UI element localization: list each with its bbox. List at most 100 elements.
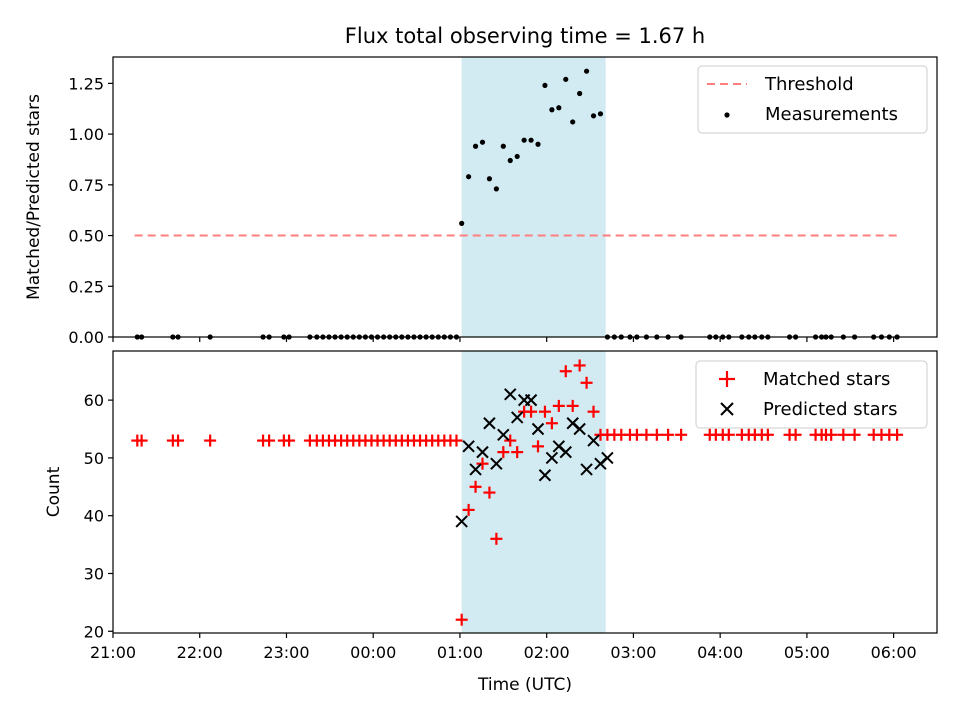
measurement-point [563,76,569,82]
predicted-star-point [601,451,614,465]
predicted-star-point [462,440,475,453]
matched-star-point [172,434,185,447]
ratio-highlight-span [461,57,606,337]
y-tick-label: 30 [84,564,104,583]
count-axes-frame [112,350,938,634]
predicted-star-point [469,463,482,476]
x-tick-label: 04:00 [697,643,743,662]
chart-title: Flux total observing time = 1.67 h [345,24,705,48]
matched-star-point [504,434,517,447]
y-tick-label: 0.00 [68,328,104,347]
count-highlight-span [461,351,606,633]
predicted-star-point [504,388,517,401]
matched-star-point [497,446,510,459]
ratio-y-ticks: 0.00 0.25 0.50 0.75 1.00 1.25 [68,74,113,347]
matched-star-point [722,428,735,441]
measurement-point [500,143,506,149]
measurement-point [549,107,555,113]
ratio-y-label: Matched/Predicted stars [24,94,44,300]
matched-star-point [675,428,688,441]
x-tick-label: 01:00 [437,643,483,662]
measurement-point [583,68,590,74]
y-tick-label: 0.25 [68,277,104,296]
measurement-point [507,157,513,164]
y-tick-label: 40 [84,507,104,526]
matched-star-point [559,365,572,378]
count-legend: Matched stars Predicted stars [695,360,928,429]
measurement-point [577,90,583,97]
x-tick-label: 03:00 [610,643,656,662]
legend-threshold-label: Threshold [764,74,854,95]
matched-star-point [580,376,593,389]
x-tick-label: 05:00 [784,643,830,662]
matched-star-point [825,428,838,441]
predicted-star-point [531,422,545,436]
predicted-star-point [538,469,552,482]
count-panel: 20 30 40 50 60 21:00 22:00 23:00 00:00 01:00 02:0… [44,350,938,695]
matched-star-point [837,428,850,441]
predicted-star-point [580,463,593,476]
count-legend-box [695,360,928,429]
measurement-point [493,186,499,192]
x-axis-label: Time (UTC) [477,675,572,695]
y-tick-label: 50 [84,449,104,468]
matched-star-point [891,428,904,441]
x-tick-label: 00:00 [350,643,396,662]
matched-star-point [662,428,675,441]
matched-star-point [848,428,861,441]
predicted-star-point [455,515,468,528]
measurement-point [528,137,534,143]
count-y-ticks: 20 30 40 50 60 [84,391,113,641]
legend-predicted-label: Predicted stars [763,399,897,420]
predicted-star-point [497,428,510,441]
predicted-star-point [524,393,538,407]
matched-star-point [263,434,276,447]
matched-star-point [450,434,463,447]
measurement-point [486,176,493,182]
ratio-legend-box [697,65,928,134]
matched-star-point [462,503,475,516]
matched-star-point [538,405,551,418]
predicted-points [455,388,614,528]
x-tick-label: 06:00 [871,643,917,662]
matched-star-point [455,613,468,626]
x-tick-label: 02:00 [524,643,570,662]
matched-star-point [545,417,558,430]
legend-matched-swatch [719,371,735,387]
legend-measurements-swatch [724,112,730,118]
matched-star-point [511,446,524,459]
x-tick-label: 21:00 [90,643,136,662]
matched-star-point [283,434,296,447]
predicted-star-point [587,434,600,447]
predicted-star-point [573,422,586,436]
matched-star-point [476,457,489,470]
matched-star-point [587,405,600,418]
predicted-star-point [490,457,503,470]
matched-star-point [761,428,774,441]
matched-points [131,359,904,626]
predicted-star-point [476,445,489,459]
predicted-star-point [559,445,572,459]
ratio-x-ticks [112,337,895,342]
matched-star-point [552,399,565,412]
measurement-point [521,137,527,143]
measurement-point [479,139,486,145]
measurement-point [514,153,520,160]
measurement-point [597,111,604,117]
matched-star-point [490,532,503,545]
measurement-point [542,82,548,89]
measurement-point [535,141,541,147]
predicted-star-point [545,451,559,465]
matched-star-point [789,428,802,441]
measurement-point [570,119,576,125]
matched-star-point [566,399,579,412]
ratio-legend: Threshold Measurements [697,65,928,134]
matched-star-point [640,428,653,441]
measurement-point [556,105,562,111]
x-tick-label: 22:00 [177,643,223,662]
measurement-point [472,143,479,149]
legend-measurements-label: Measurements [765,104,898,125]
matched-star-point [483,486,496,499]
matched-star-point [469,480,482,493]
